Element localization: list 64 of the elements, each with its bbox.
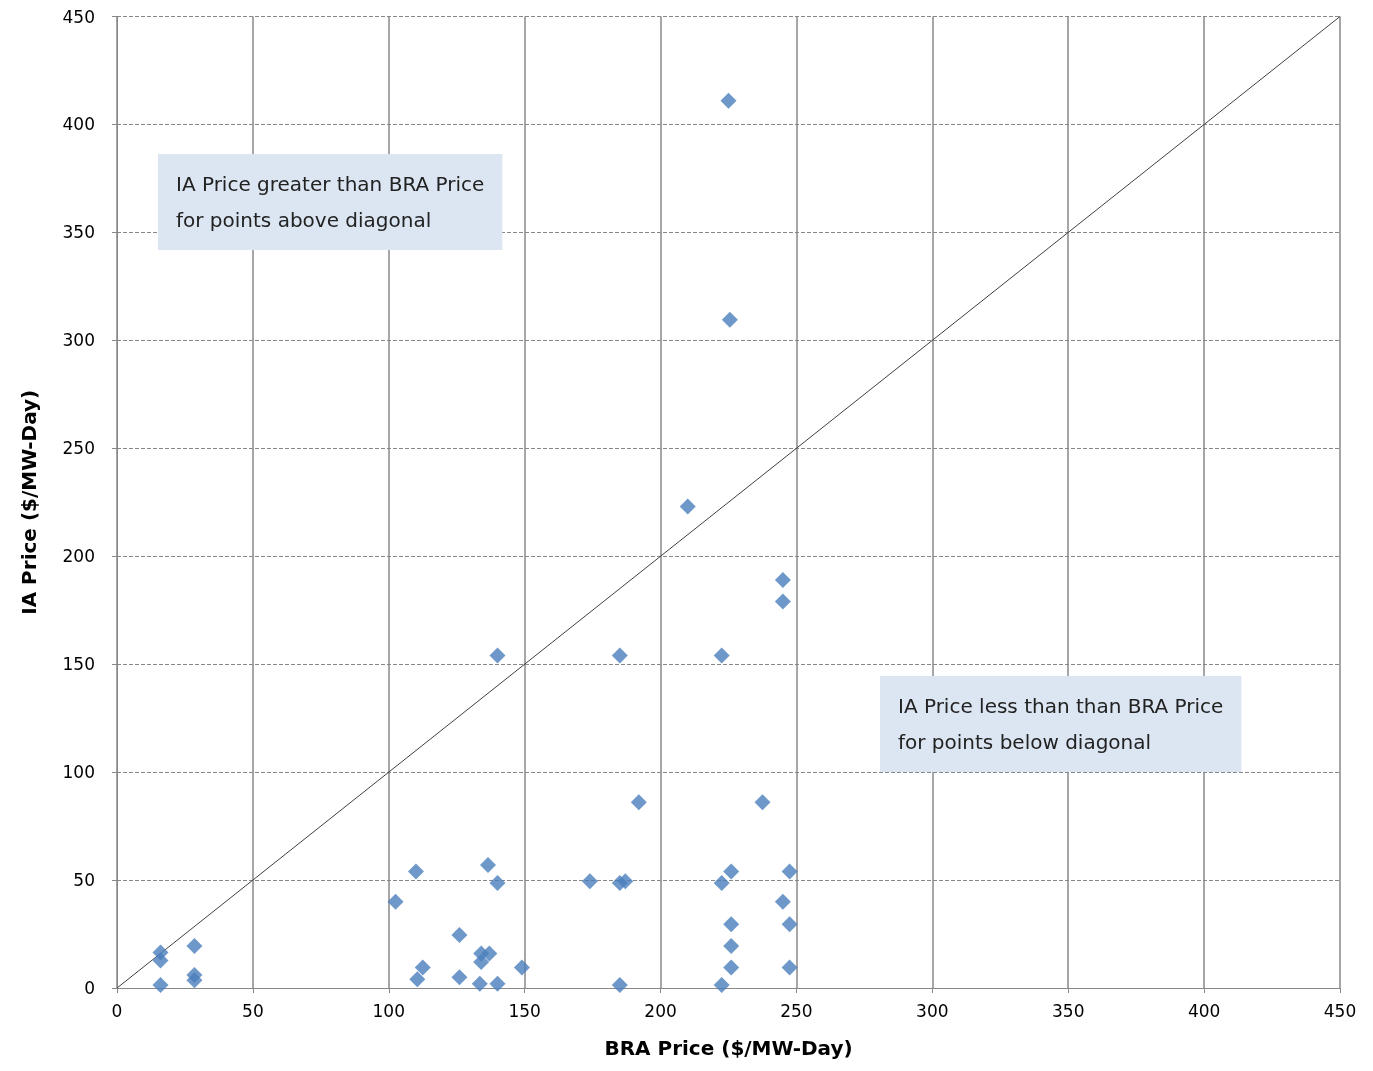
x-tick-label: 50: [242, 1000, 264, 1021]
point: [479, 856, 496, 873]
point: [723, 916, 740, 933]
x-tick-label: 150: [508, 1000, 541, 1021]
x-tick-label: 400: [1187, 1000, 1221, 1021]
point: [489, 875, 506, 892]
point: [152, 976, 169, 993]
point: [387, 893, 404, 910]
point: [630, 794, 647, 811]
point: [471, 975, 488, 992]
annotation: IA Price greater than BRA Price for points above diagonal: [176, 172, 485, 232]
point: [781, 863, 798, 880]
x-tick-label: 0: [111, 1000, 123, 1021]
y-tick-label: 300: [62, 330, 95, 351]
point: [414, 959, 431, 976]
point: [774, 571, 791, 588]
point: [451, 927, 468, 944]
y-tick-label: 200: [62, 546, 95, 567]
y-axis-title: IA Price ($/MW-Day): [17, 389, 41, 615]
y-tick-label: 50: [73, 870, 95, 891]
point: [713, 976, 730, 993]
point: [781, 959, 798, 976]
x-tick-label: 100: [372, 1000, 405, 1021]
point: [774, 593, 791, 610]
point: [611, 976, 628, 993]
point: [723, 959, 740, 976]
point: [774, 893, 791, 910]
point: [481, 945, 498, 962]
point: [781, 916, 798, 933]
x-axis-title: BRA Price ($/MW-Day): [604, 1036, 853, 1060]
point: [723, 937, 740, 954]
point: [723, 863, 740, 880]
point: [720, 92, 737, 109]
y-tick-label: 0: [84, 978, 95, 998]
point: [513, 959, 530, 976]
point: [186, 937, 203, 954]
point: [473, 954, 490, 971]
point: [489, 647, 506, 664]
x-tick-label: 300: [916, 1000, 949, 1021]
x-tick-label: 250: [780, 1000, 813, 1021]
y-tick-label: 100: [62, 762, 95, 783]
point: [721, 311, 738, 328]
y-tick-label: 150: [62, 654, 95, 675]
point: [489, 975, 506, 992]
point: [679, 498, 696, 515]
point: [754, 794, 771, 811]
point: [713, 647, 730, 664]
x-tick-label: 200: [644, 1000, 677, 1021]
point: [409, 971, 426, 988]
y-tick-label: 350: [62, 222, 95, 243]
point: [407, 863, 424, 880]
point: [152, 952, 169, 969]
y-tick-label: 250: [62, 438, 95, 459]
point: [451, 969, 468, 986]
y-tick-label: 450: [62, 6, 95, 27]
point: [186, 972, 203, 989]
x-tick-label: 450: [1323, 1000, 1357, 1021]
point: [581, 873, 598, 890]
x-tick-label: 350: [1052, 1000, 1085, 1021]
y-tick-label: 400: [62, 114, 95, 135]
annotation: IA Price less than than BRA Price for points below diagonal: [898, 694, 1224, 754]
point: [617, 873, 634, 890]
point: [611, 647, 628, 664]
point: [713, 875, 730, 892]
